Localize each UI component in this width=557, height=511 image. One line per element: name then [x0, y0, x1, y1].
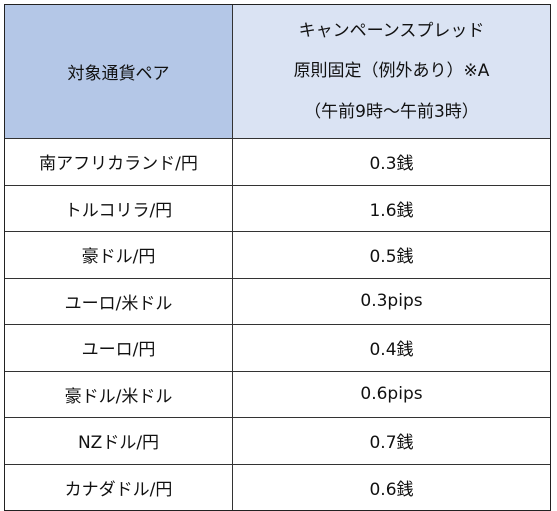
table-row: 豪ドル/米ドル 0.6pips: [5, 370, 550, 417]
header-spread-hours: （午前9時～午前3時）: [304, 101, 479, 122]
spread-cell: 0.6pips: [360, 384, 423, 405]
header-pair-label: 対象通貨ペア: [67, 64, 170, 84]
spread-cell: 1.6銭: [369, 200, 414, 221]
header-spread-cell: キャンペーンスプレッド 原則固定（例外あり）※A （午前9時～午前3時）: [233, 5, 550, 138]
header-pair-cell: 対象通貨ペア: [5, 5, 233, 138]
table-row: ユーロ/米ドル 0.3pips: [5, 277, 550, 324]
table-row: トルコリラ/円 1.6銭: [5, 184, 550, 231]
pair-cell: カナダドル/円: [5, 464, 233, 510]
pair-cell: 南アフリカランド/円: [5, 139, 233, 185]
pair-cell: ユーロ/米ドル: [5, 278, 233, 324]
header-spread-title: キャンペーンスプレッド: [298, 20, 485, 41]
spread-cell: 0.4銭: [369, 340, 414, 361]
table-row: カナダドル/円 0.6銭: [5, 463, 550, 510]
table-row: 豪ドル/円 0.5銭: [5, 231, 550, 278]
spread-cell: 0.3pips: [360, 291, 423, 312]
spread-table: 対象通貨ペア キャンペーンスプレッド 原則固定（例外あり）※A （午前9時～午前…: [4, 4, 551, 511]
pair-cell: 豪ドル/円: [5, 232, 233, 278]
table-row: 南アフリカランド/円 0.3銭: [5, 138, 550, 185]
table-header-row: 対象通貨ペア キャンペーンスプレッド 原則固定（例外あり）※A （午前9時～午前…: [5, 5, 550, 138]
pair-cell: ユーロ/円: [5, 325, 233, 371]
header-spread-condition: 原則固定（例外あり）※A: [293, 61, 490, 82]
pair-cell: NZドル/円: [5, 418, 233, 464]
pair-cell: トルコリラ/円: [5, 185, 233, 231]
spread-cell: 0.7銭: [369, 433, 414, 454]
spread-cell: 0.3銭: [369, 154, 414, 175]
table-row: ユーロ/円 0.4銭: [5, 324, 550, 371]
table-row: NZドル/円 0.7銭: [5, 417, 550, 464]
spread-cell: 0.5銭: [369, 247, 414, 268]
spread-cell: 0.6銭: [369, 479, 414, 500]
pair-cell: 豪ドル/米ドル: [5, 371, 233, 417]
